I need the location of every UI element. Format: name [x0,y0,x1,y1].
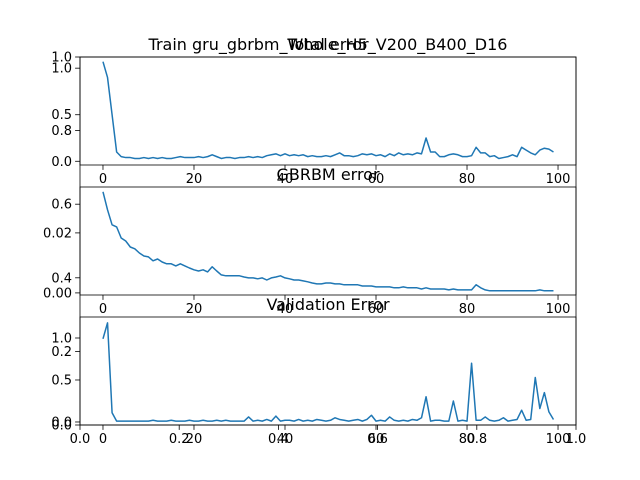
axes-frame [79,56,577,166]
x-tick-label: 20 [186,432,203,447]
x-tick-label: 100 [546,302,571,317]
x-tick-label: 0.6 [367,432,388,447]
y-tick-label: 0.0 [51,415,72,430]
x-tick-label: 40 [277,172,294,187]
axes-title: GBRBM error [276,165,380,184]
x-tick-label: 60 [368,302,385,317]
y-tick-label: 1.0 [51,331,72,346]
y-tick-label: 0.0 [51,155,72,170]
x-tick-label: 0.4 [268,432,289,447]
x-tick-label: 100 [546,172,571,187]
x-tick-label: 0.8 [466,432,487,447]
y-tick-label: 0.2 [51,345,72,360]
axes-title: Train gru_gbrbm_Whole_H5_V200_B400_D16 [148,35,508,55]
data-line [102,322,555,422]
data-line [102,191,554,292]
x-tick-label: 0.0 [70,432,91,447]
axes-frame [79,186,577,296]
x-tick-label: 0 [99,302,107,317]
axes-frame [79,316,577,426]
x-tick-label: 80 [459,172,476,187]
x-tick-label: 20 [186,172,203,187]
x-tick-label: 60 [368,432,385,447]
y-tick-label: 0.4 [51,271,72,286]
x-tick-label: 100 [546,432,571,447]
y-tick-label: 0.5 [51,373,72,388]
y-tick-label: 1.0 [51,51,72,66]
y-tick-label: 0.5 [51,108,72,123]
x-tick-label: 60 [368,172,385,187]
x-tick-label: 0.2 [169,432,190,447]
y-tick-label: 0.02 [43,226,72,241]
x-tick-label: 80 [459,302,476,317]
axes-background [80,57,576,425]
y-tick-label: 0.00 [43,286,72,301]
x-tick-label: 0 [99,432,107,447]
data-line [102,61,554,160]
x-tick-label: 20 [186,302,203,317]
axes-title: Validation Error [266,295,390,314]
y-tick-label: 0.0 [51,419,72,434]
y-tick-label: 1.0 [51,62,72,77]
x-tick-label: 1.0 [566,432,587,447]
y-tick-label: 0.6 [51,198,72,213]
x-tick-label: 40 [277,432,294,447]
x-tick-label: 40 [277,302,294,317]
x-tick-label: 80 [459,432,476,447]
axes-title: Total error [286,35,369,54]
y-tick-label: 0.8 [51,124,72,139]
x-tick-label: 0 [99,172,107,187]
